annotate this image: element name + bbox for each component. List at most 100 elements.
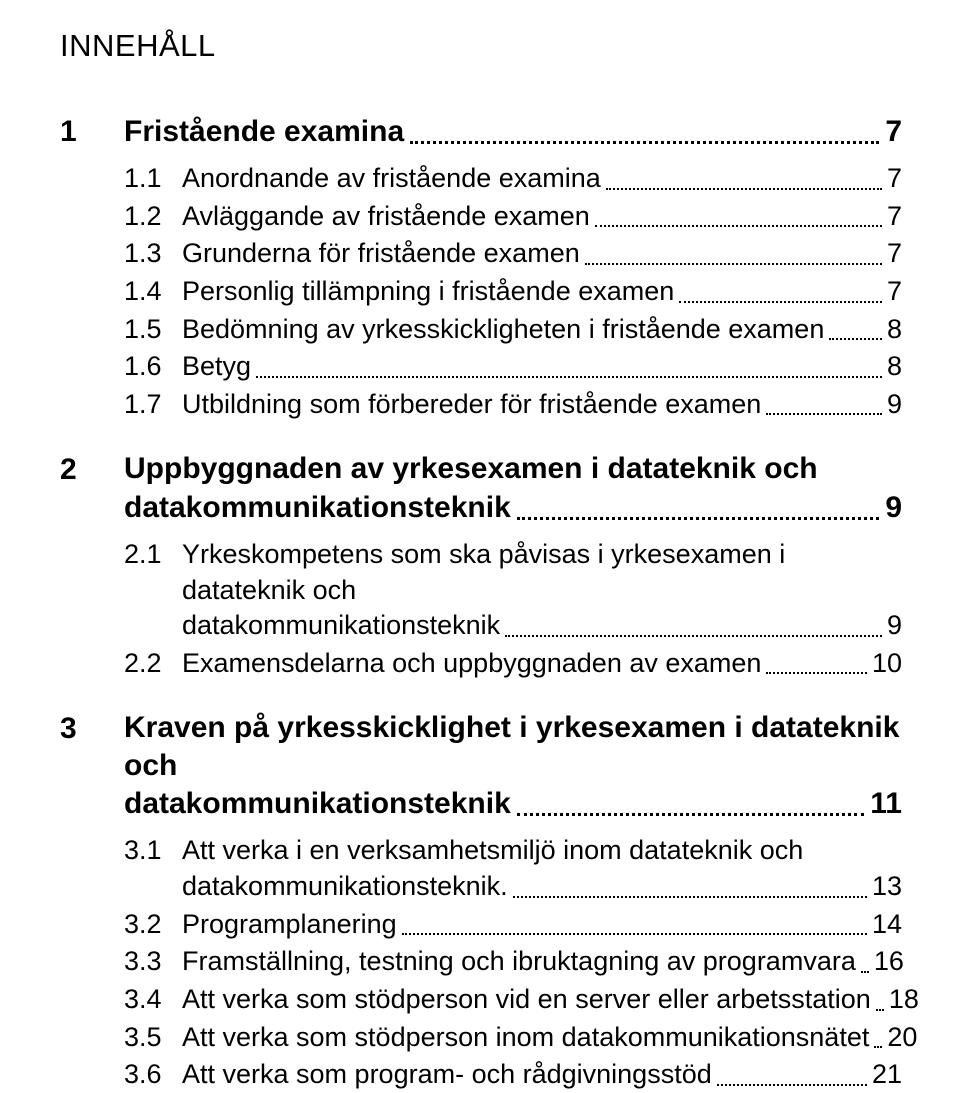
toc-section-title-line1: Uppbyggnaden av yrkesexamen i datateknik…	[124, 450, 902, 488]
toc-page-number: 9	[885, 488, 902, 527]
toc-item-title: Grunderna för fristående examen	[182, 236, 580, 272]
toc-item-number: 3.1	[124, 833, 182, 904]
toc-item-title: Att verka som stödperson inom datakommun…	[182, 1020, 869, 1056]
dot-leader	[410, 141, 879, 144]
toc-page-number: 21	[872, 1057, 902, 1093]
dot-leader	[861, 971, 869, 973]
toc-level2-entry: 2.1 Yrkeskompetens som ska påvisas i yrk…	[60, 537, 902, 644]
dot-leader	[766, 413, 882, 415]
dot-leader	[876, 1009, 884, 1011]
toc-item-title-line2: datakommunikationsteknik	[182, 608, 500, 644]
table-of-contents: 1 Fristående examina 7 1.1 Anordnande av…	[60, 112, 902, 1093]
toc-item-number: 2.1	[124, 537, 182, 644]
toc-level2-entry: 1.1 Anordnande av fristående examina 7	[60, 161, 902, 197]
toc-level2-entry: 1.6 Betyg 8	[60, 349, 902, 385]
toc-item-title: Programplanering	[182, 907, 397, 943]
toc-item-number: 2.2	[124, 646, 182, 682]
toc-section: 2 Uppbyggnaden av yrkesexamen i datatekn…	[60, 450, 902, 681]
toc-level2-entry: 1.7 Utbildning som förbereder för fristå…	[60, 387, 902, 423]
toc-level1-entry: 2 Uppbyggnaden av yrkesexamen i datatekn…	[60, 450, 902, 527]
toc-item-title: Att verka som stödperson vid en server e…	[182, 982, 871, 1018]
toc-level2-entry: 3.2 Programplanering 14	[60, 907, 902, 943]
toc-item-title: Betyg	[182, 349, 251, 385]
toc-page-number: 16	[874, 944, 904, 980]
toc-level2-entry: 1.3 Grunderna för fristående examen 7	[60, 236, 902, 272]
toc-section-number: 3	[60, 709, 124, 823]
toc-level2-entry: 3.5 Att verka som stödperson inom datako…	[60, 1020, 902, 1056]
toc-section: 3 Kraven på yrkesskicklighet i yrkesexam…	[60, 709, 902, 1092]
toc-level2-entry: 3.3 Framställning, testning och ibruktag…	[60, 944, 902, 980]
toc-page-number: 8	[887, 349, 902, 385]
dot-leader	[606, 188, 882, 190]
toc-item-number: 3.6	[124, 1057, 182, 1093]
toc-level2-entry: 3.1 Att verka i en verksamhetsmiljö inom…	[60, 833, 902, 904]
toc-item-title: Framställning, testning och ibruktagning…	[182, 944, 856, 980]
toc-item-number: 1.6	[124, 349, 182, 385]
toc-section-number: 2	[60, 450, 124, 527]
toc-item-number: 3.2	[124, 907, 182, 943]
toc-page-number: 7	[887, 236, 902, 272]
toc-item-title: Anordnande av fristående examina	[182, 161, 601, 197]
toc-section: 1 Fristående examina 7 1.1 Anordnande av…	[60, 112, 902, 422]
toc-item-number: 1.7	[124, 387, 182, 423]
toc-item-title-line1: Yrkeskompetens som ska påvisas i yrkesex…	[182, 537, 902, 608]
dot-leader	[513, 896, 867, 898]
toc-item-number: 3.4	[124, 982, 182, 1018]
toc-page-number: 20	[887, 1020, 917, 1056]
toc-page-number: 7	[887, 199, 902, 235]
dot-leader	[679, 301, 882, 303]
toc-level2-entry: 1.5 Bedömning av yrkesskickligheten i fr…	[60, 312, 902, 348]
toc-item-number: 3.3	[124, 944, 182, 980]
dot-leader	[585, 263, 882, 265]
toc-item-number: 1.1	[124, 161, 182, 197]
toc-item-number: 3.5	[124, 1020, 182, 1056]
toc-section-title-line1: Kraven på yrkesskicklighet i yrkesexamen…	[124, 709, 902, 784]
toc-item-number: 1.5	[124, 312, 182, 348]
toc-item-title: Bedömning av yrkesskickligheten i fristå…	[182, 312, 824, 348]
toc-page-number: 14	[872, 907, 902, 943]
toc-item-number: 1.3	[124, 236, 182, 272]
dot-leader	[256, 376, 882, 378]
toc-item-title: Att verka som program- och rådgivningsst…	[182, 1057, 712, 1093]
toc-page-number: 13	[872, 869, 902, 905]
toc-page-number: 9	[887, 608, 902, 644]
toc-page-number: 10	[872, 646, 902, 682]
toc-section-title-line2: datakommunikationsteknik	[124, 784, 511, 823]
toc-item-title-line2: datakommunikationsteknik.	[182, 869, 508, 905]
toc-item-title-line1: Att verka i en verksamhetsmiljö inom dat…	[182, 833, 902, 869]
dot-leader	[505, 635, 882, 637]
toc-item-title: Utbildning som förbereder för fristående…	[182, 387, 761, 423]
page-container: INNEHÅLL 1 Fristående examina 7 1.1 Anor…	[0, 0, 960, 1093]
toc-level2-entry: 1.4 Personlig tillämpning i fristående e…	[60, 274, 902, 310]
toc-page-number: 18	[889, 982, 919, 1018]
toc-item-title: Avläggande av fristående examen	[182, 199, 590, 235]
toc-page-number: 8	[887, 312, 902, 348]
toc-level1-entry: 1 Fristående examina 7	[60, 112, 902, 151]
toc-level2-entry: 3.4 Att verka som stödperson vid en serv…	[60, 982, 902, 1018]
dot-leader	[766, 672, 867, 674]
toc-item-number: 1.2	[124, 199, 182, 235]
toc-level2-entry: 3.6 Att verka som program- och rådgivnin…	[60, 1057, 902, 1093]
toc-item-number: 1.4	[124, 274, 182, 310]
document-title: INNEHÅLL	[60, 28, 902, 64]
toc-page-number: 7	[885, 112, 902, 151]
dot-leader	[517, 813, 865, 816]
dot-leader	[829, 338, 882, 340]
toc-item-title: Examensdelarna och uppbyggnaden av exame…	[182, 646, 761, 682]
toc-item-title: Personlig tillämpning i fristående exame…	[182, 274, 674, 310]
toc-level2-entry: 1.2 Avläggande av fristående examen 7	[60, 199, 902, 235]
dot-leader	[717, 1084, 867, 1086]
dot-leader	[517, 517, 880, 520]
toc-page-number: 7	[887, 274, 902, 310]
dot-leader	[402, 933, 867, 935]
toc-level1-entry: 3 Kraven på yrkesskicklighet i yrkesexam…	[60, 709, 902, 823]
toc-level2-entry: 2.2 Examensdelarna och uppbyggnaden av e…	[60, 646, 902, 682]
toc-section-title-line2: datakommunikationsteknik	[124, 488, 511, 527]
toc-page-number: 7	[887, 161, 902, 197]
toc-page-number: 9	[887, 387, 902, 423]
toc-page-number: 11	[870, 784, 902, 823]
toc-section-title: Fristående examina	[124, 112, 404, 151]
dot-leader	[874, 1046, 882, 1048]
dot-leader	[595, 225, 882, 227]
toc-section-number: 1	[60, 112, 124, 151]
